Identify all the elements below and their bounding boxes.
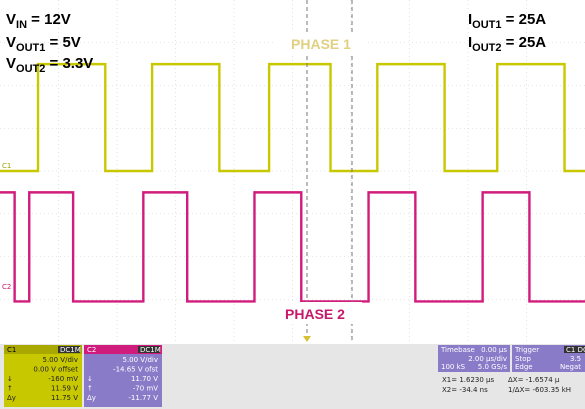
iout2-annotation: IOUT2 = 25A (468, 34, 546, 54)
phase2-label: PHASE 2 (285, 306, 345, 322)
c2-panel[interactable]: C2 DC1M 5.00 V/div -14.65 V ofst ↓ 11.70 V ↑… (84, 345, 162, 407)
panel-row-key: ↑ (87, 385, 93, 393)
panel-row-value: 5.00 V/div (43, 356, 79, 364)
panel-row-key: ↓ (87, 375, 93, 383)
phase2-trace (0, 191, 585, 303)
cursor-x2: X2= -34.4 ns (442, 386, 488, 394)
panel-row-value: 5.00 V/div (123, 356, 159, 364)
panel-row-value: -11.77 V (128, 394, 158, 402)
timebase-offset: 0.00 µs (481, 346, 507, 354)
timebase-rate: 5.0 GS/s (478, 363, 508, 371)
timebase-samples: 100 kS (441, 363, 466, 371)
trigger-mode: Stop (515, 355, 531, 363)
panel-row-value: 11.75 V (51, 394, 78, 402)
timebase-panel[interactable]: Timebase 0.00 µs 2.00 µs/div 100 kS 5.0 … (438, 345, 510, 372)
c1-panel[interactable]: C1 DC1M 5.00 V/div 0.00 V offset ↓ -160 mV ↑… (4, 345, 82, 407)
cursor-readouts: X1= 1.6230 µs ΔX= -1.6574 µ X2= -34.4 ns… (442, 376, 571, 394)
panel-row-value: 11.59 V (51, 385, 78, 393)
phase1-label-bg (274, 32, 368, 54)
cursor-inv-dx: 1/ΔX= -603.35 kH (508, 386, 571, 394)
traces (0, 62, 585, 303)
cursor-x1: X1= 1.6230 µs (442, 376, 495, 384)
panel-row-value: 11.70 V (131, 375, 158, 383)
trigger-source-badge: C1 DC (566, 346, 585, 354)
panel-row-value: -70 mV (133, 385, 158, 393)
panel-row-key: ↑ (7, 385, 13, 393)
c1-coupling-badge: DC1M (60, 346, 81, 354)
panel-row-key: Δy (87, 394, 96, 402)
iout1-annotation: IOUT1 = 25A (468, 11, 546, 31)
c1-panel-title: C1 (7, 346, 16, 354)
panel-row-key: ↓ (7, 375, 13, 383)
trigger-marker (303, 336, 311, 342)
c1-marker: C1 (2, 162, 11, 170)
trigger-panel[interactable]: Trigger C1 DC Stop 3.5 Edge Negat (512, 345, 585, 372)
timebase-div: 2.00 µs/div (468, 355, 507, 363)
panel-row-value: -160 mV (48, 375, 78, 383)
c2-coupling-badge: DC1M (140, 346, 161, 354)
phase2-label-bg (268, 302, 362, 324)
c2-panel-title: C2 (87, 346, 96, 354)
trigger-type: Edge (515, 363, 533, 371)
phase1-label: PHASE 1 (291, 36, 351, 52)
trigger-title: Trigger (514, 346, 539, 354)
panel-row-value: -14.65 V ofst (113, 366, 158, 374)
vout2-annotation: VOUT2 = 3.3V (6, 55, 93, 75)
panel-row-key: Δy (7, 394, 16, 402)
phase1-trace (0, 62, 585, 173)
c2-marker: C2 (2, 283, 11, 291)
trigger-slope: Negat (560, 363, 581, 371)
timebase-title: Timebase (440, 346, 475, 354)
vout1-annotation: VOUT1 = 5V (6, 34, 81, 54)
panel-row-value: 0.00 V offset (33, 366, 78, 374)
cursor-dx: ΔX= -1.6574 µ (508, 376, 560, 384)
trigger-level: 3.5 (570, 355, 581, 363)
vin-annotation: VIN = 12V (6, 11, 71, 31)
